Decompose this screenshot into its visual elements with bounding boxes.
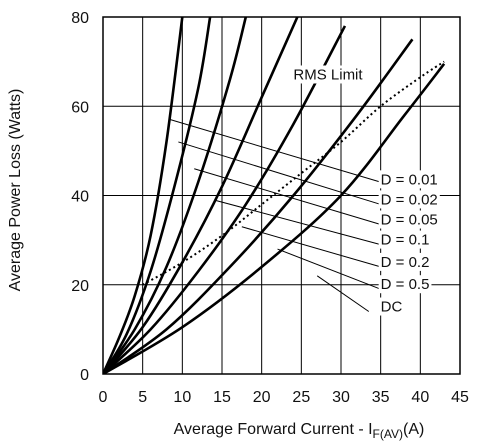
annotation-d-0-2: D = 0.2 — [381, 254, 430, 271]
y-tick-label: 0 — [80, 367, 89, 384]
x-tick-label: 25 — [292, 389, 310, 406]
series-d-0-1 — [103, 17, 299, 374]
x-tick-label: 0 — [99, 389, 108, 406]
leader-line — [170, 119, 381, 183]
annotation-leaders — [170, 119, 381, 312]
x-axis-title-main: Average Forward Current - I — [174, 421, 373, 438]
leader-line — [213, 199, 381, 246]
annotation-bg-d-0-5 — [378, 275, 432, 294]
x-tick-label: 40 — [411, 389, 429, 406]
leader-line — [178, 141, 381, 205]
series-dc — [103, 63, 446, 374]
x-axis-title-unit: (A) — [403, 421, 424, 438]
series-curves — [103, 17, 446, 374]
plot-frame — [102, 16, 461, 375]
series-d-0-01 — [103, 17, 184, 374]
annotation-rms-limit: RMS Limit — [293, 66, 363, 83]
x-tick-label: 10 — [173, 389, 191, 406]
series-d-0-5 — [103, 38, 414, 374]
series-annotations: RMS Limit D = 0.01 D = 0.02 D = 0.05 D = 0.1… — [291, 65, 440, 316]
x-tick-label: 5 — [138, 389, 147, 406]
series-d-0-02 — [103, 17, 212, 374]
annotation-d-0-5: D = 0.5 — [381, 276, 430, 293]
x-tick-label: 15 — [213, 389, 231, 406]
annotation-d-0-1: D = 0.1 — [381, 232, 430, 249]
annotation-d-0-02: D = 0.02 — [381, 191, 438, 208]
annotation-bg-d-0-01 — [378, 170, 440, 189]
annotation-dc: DC — [381, 299, 403, 316]
annotation-bg-d-0-02 — [378, 190, 440, 209]
y-tick-labels: 0 20 40 60 80 — [71, 10, 89, 384]
x-tick-label: 20 — [253, 389, 271, 406]
leader-line — [241, 226, 381, 268]
y-axis-title: Average Power Loss (Watts) — [7, 89, 24, 292]
annotation-d-0-01: D = 0.01 — [381, 171, 438, 188]
series-d-0-05 — [103, 17, 248, 374]
leader-line — [277, 248, 381, 290]
x-axis-title: Average Forward Current - IF(AV)(A) — [174, 421, 425, 441]
annotation-d-0-05: D = 0.05 — [381, 212, 438, 229]
x-tick-label: 35 — [372, 389, 390, 406]
y-tick-label: 20 — [71, 278, 89, 295]
y-tick-label: 40 — [71, 189, 89, 206]
annotation-bg-rms-limit — [291, 65, 365, 84]
x-tick-label: 30 — [332, 389, 350, 406]
annotation-bg-dc — [378, 297, 405, 316]
y-tick-label: 60 — [71, 99, 89, 116]
annotation-bg-d-0-2 — [378, 252, 432, 271]
x-tick-label: 45 — [451, 389, 469, 406]
annotation-bg-d-0-1 — [378, 230, 432, 249]
annotation-bg-d-0-05 — [378, 210, 440, 229]
series-d-0-2 — [103, 25, 347, 374]
x-tick-labels: 0 5 10 15 20 25 30 35 40 45 — [99, 389, 469, 406]
leader-line — [194, 168, 381, 225]
x-axis-title-sub: F(AV) — [373, 427, 403, 441]
leader-line — [316, 275, 370, 312]
y-tick-label: 80 — [71, 10, 89, 27]
